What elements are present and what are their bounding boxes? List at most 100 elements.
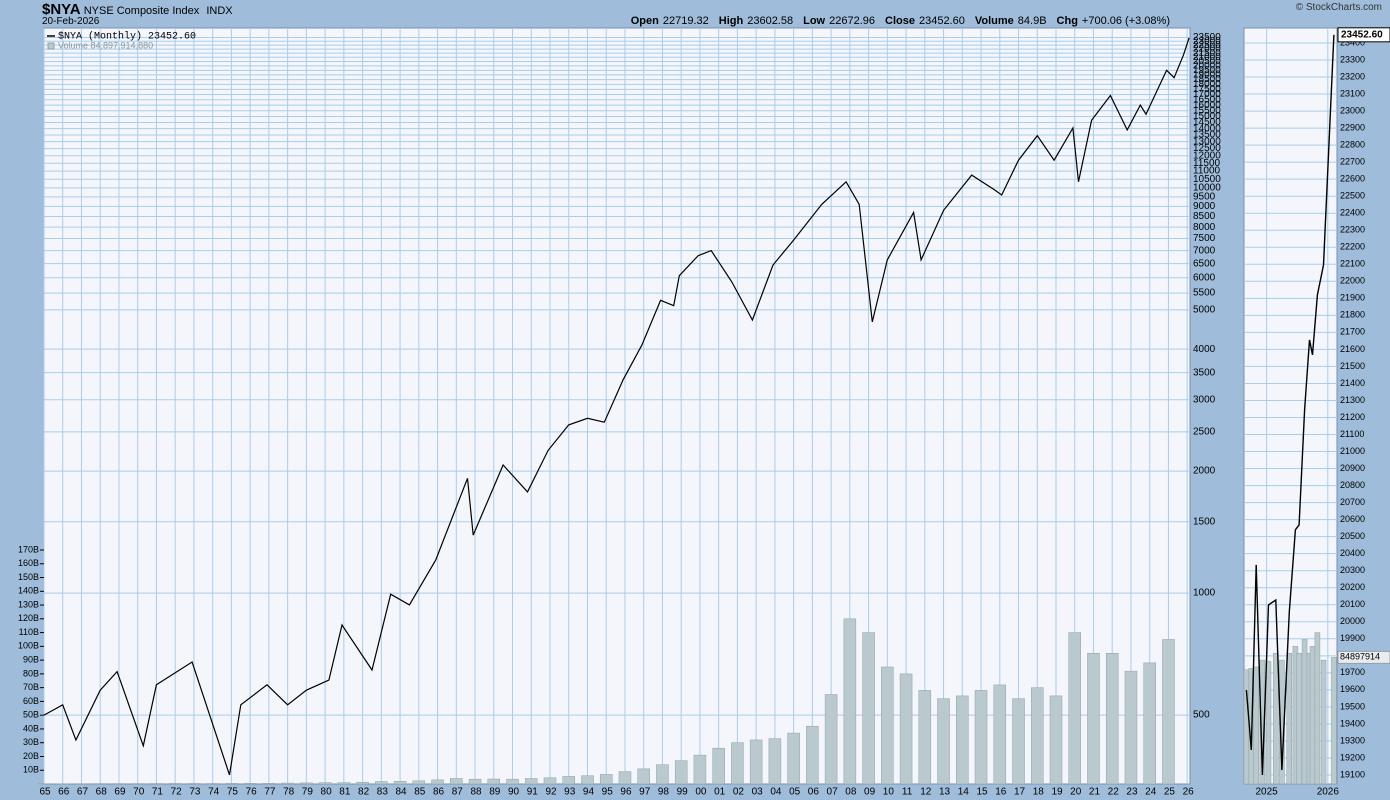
y2-tick-label: 80B [23, 668, 39, 678]
volume-bar [1273, 652, 1279, 785]
y2-tick-label: 120B [18, 613, 39, 623]
x-tick-label: 07 [827, 787, 839, 798]
y-tick-label: 20700 [1340, 497, 1365, 507]
symbol: $NYA [42, 1, 81, 18]
y-tick-label: 2500 [1193, 426, 1216, 437]
volume-bar [468, 778, 482, 785]
y-tick-label: 11500 [1193, 158, 1221, 169]
volume-bar [506, 778, 519, 785]
x-tick-label: 15 [976, 787, 988, 798]
y-tick-label: 20200 [1340, 582, 1365, 592]
volume-bar [1331, 657, 1337, 785]
index-name: NYSE Composite Index [83, 5, 200, 17]
volume-bar [1309, 646, 1316, 785]
price-line [43, 37, 1190, 776]
y-tick-label: 21200 [1340, 412, 1365, 422]
volume-bar [824, 694, 838, 785]
y-tick-label: 22300 [1340, 225, 1365, 235]
x-tick-label: 24 [1145, 787, 1157, 798]
volume-bar [1314, 632, 1321, 785]
y-tick-label: 17000 [1193, 89, 1221, 100]
x-tick-label: 17 [1014, 787, 1026, 798]
volume-bar [262, 783, 276, 785]
y-tick-label: 23200 [1340, 71, 1365, 81]
x-tick-label: 65 [39, 787, 51, 798]
y-tick-label: 20800 [1340, 480, 1365, 490]
quote-label: Chg [1056, 15, 1078, 27]
x-tick-label: 93 [564, 787, 576, 798]
volume-bar [899, 673, 913, 785]
legend-label: Volume 84,897,914,880 [58, 40, 153, 50]
y2-tick-label: 150B [18, 572, 39, 582]
quote-label: Low [803, 15, 826, 27]
volume-bar [956, 695, 969, 785]
y-tick-label: 4000 [1193, 344, 1216, 355]
y-tick-label: 17500 [1193, 84, 1221, 95]
y-tick-label: 11000 [1193, 166, 1221, 177]
volume-bar [768, 738, 782, 785]
y2-tick-label: 110B [19, 627, 39, 637]
y-tick-label: 23000 [1193, 36, 1221, 47]
volume-bar [1012, 698, 1025, 785]
x-tick-label: 82 [358, 787, 370, 798]
x-tick-label: 2026 [1317, 787, 1340, 798]
y-tick-label: 19500 [1193, 65, 1221, 76]
y-tick-label: 20100 [1340, 599, 1365, 609]
x-tick-label: 72 [171, 787, 183, 798]
quote-label: Open [630, 15, 659, 27]
x-tick-label: 12 [920, 787, 932, 798]
x-tick-label: 03 [752, 787, 764, 798]
y-tick-label: 8500 [1193, 211, 1216, 222]
x-tick-label: 21 [1089, 787, 1101, 798]
x-tick-label: 16 [995, 787, 1007, 798]
x-tick-label: 06 [808, 787, 820, 798]
volume-bar [1296, 652, 1302, 785]
x-tick-label: 96 [620, 787, 632, 798]
y-tick-label: 23300 [1340, 54, 1365, 64]
y-tick-label: 21000 [1340, 446, 1365, 456]
volume-bar [1031, 687, 1044, 785]
volume-bar [281, 782, 294, 785]
y-tick-label: 19600 [1340, 684, 1365, 694]
quote-label: Close [885, 15, 915, 27]
y-tick-label: 21000 [1193, 52, 1221, 63]
y-tick-label: 20500 [1340, 531, 1365, 541]
volume-bar [1265, 661, 1272, 785]
y-tick-label: 1500 [1193, 516, 1216, 527]
x-tick-label: 10 [883, 787, 895, 798]
last-volume-box [1337, 650, 1390, 664]
y2-tick-label: 70B [23, 682, 39, 692]
price-line [1245, 34, 1335, 776]
y-tick-label: 19000 [1193, 70, 1221, 81]
x-tick-label: 89 [489, 787, 501, 798]
quote-label: High [718, 15, 744, 27]
y-tick-label: 15000 [1193, 111, 1221, 122]
x-tick-label: 80 [321, 787, 333, 798]
volume-bar [618, 771, 632, 785]
y2-tick-label: 50B [23, 710, 39, 720]
x-tick-label: 91 [527, 787, 539, 798]
x-tick-label: 81 [339, 787, 351, 798]
y-tick-label: 9500 [1193, 192, 1216, 203]
quote-value: 84.9B [1017, 15, 1047, 27]
y-tick-label: 5500 [1193, 288, 1216, 299]
y-tick-label: 23000 [1340, 105, 1365, 115]
volume-bar [787, 732, 800, 785]
volume-bar [1105, 652, 1119, 785]
y-tick-label: 10000 [1193, 182, 1221, 193]
y2-tick-label: 170B [18, 544, 39, 554]
y-tick-label: 23100 [1340, 88, 1365, 98]
x-tick-label: 26 [1183, 787, 1195, 798]
volume-bar [843, 618, 857, 785]
title-row: $NYA NYSE Composite Index INDX [42, 1, 233, 18]
last-value-label: 23452.60 [1341, 29, 1383, 40]
x-tick-label: 09 [864, 787, 876, 798]
y-tick-label: 19300 [1340, 735, 1365, 745]
y-tick-label: 22200 [1340, 242, 1365, 252]
y2-tick-label: 130B [18, 599, 39, 609]
y-tick-label: 23500 [1193, 32, 1221, 43]
volume-bar [1124, 670, 1138, 785]
x-tick-label: 77 [264, 787, 276, 798]
volume-bar [993, 684, 1007, 785]
